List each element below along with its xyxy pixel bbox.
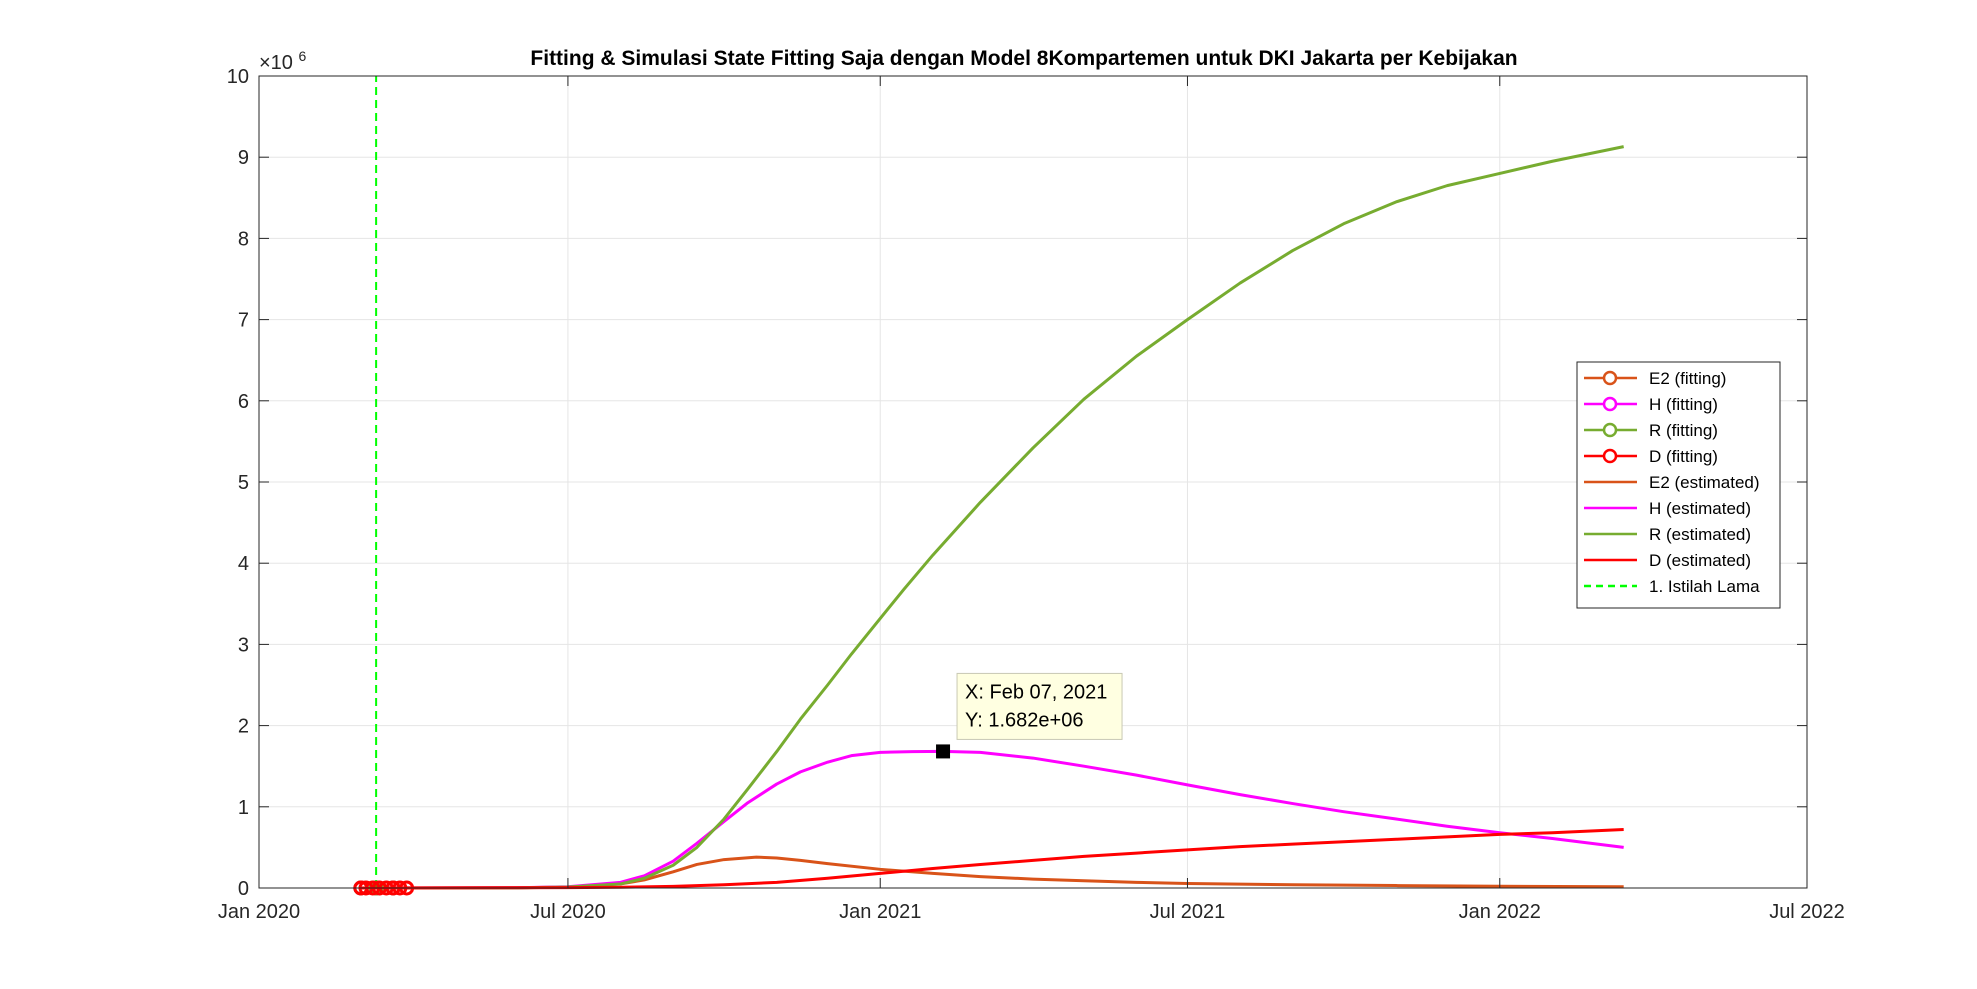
legend-marker [1602,422,1618,438]
x-tick-label: Jan 2020 [218,901,300,923]
legend-entry[interactable]: 1. Istilah Lama [1584,577,1760,596]
y-exponent-label: ×10 6 [259,48,307,74]
legend-marker [1602,370,1618,386]
y-tick-label: 6 [238,391,249,413]
y-tick-label: 9 [238,147,249,169]
y-tick-label: 2 [238,716,249,738]
x-tick-label: Jul 2021 [1150,901,1226,923]
y-exponent-base: ×10 [259,52,293,74]
series-line-h-estimated[interactable] [360,749,1624,890]
legend-entry[interactable]: R (estimated) [1584,525,1751,544]
legend-label: R (fitting) [1649,421,1718,440]
legend-entry[interactable]: D (fitting) [1584,447,1718,466]
legend-entry[interactable]: H (fitting) [1584,395,1718,414]
datatip[interactable]: X: Feb 07, 2021 Y: 1.682e+06 [936,672,1123,759]
chart-title: Fitting & Simulasi State Fitting Saja de… [530,47,1517,70]
legend-entry[interactable]: R (fitting) [1584,421,1718,440]
legend-marker [1602,448,1618,464]
datatip-marker[interactable] [936,744,951,759]
y-tick-label: 8 [238,228,249,250]
x-tick-label: Jan 2021 [839,901,921,923]
legend-label: D (estimated) [1649,551,1751,570]
series-lines [353,145,1624,896]
axis-ticks [258,75,1808,889]
legend-marker [1602,396,1618,412]
legend-label: E2 (estimated) [1649,473,1760,492]
y-tick-label: 3 [238,634,249,656]
x-tick-label: Jul 2020 [530,901,606,923]
grid-lines [258,75,1808,889]
series-line-d-estimated[interactable] [360,828,1624,890]
legend-label: E2 (fitting) [1649,369,1726,388]
legend-entry[interactable]: E2 (estimated) [1584,473,1760,492]
y-tick-label: 1 [238,797,249,819]
datatip-x-text: X: Feb 07, 2021 [965,681,1107,703]
legend-label: 1. Istilah Lama [1649,577,1760,596]
legend-label: R (estimated) [1649,525,1751,544]
y-tick-label: 4 [238,553,249,575]
legend-entry[interactable]: D (estimated) [1584,551,1751,570]
datatip-y-text: Y: 1.682e+06 [965,709,1083,731]
x-tick-label: Jul 2022 [1769,901,1845,923]
legend-label: H (fitting) [1649,395,1718,414]
series-line-r-estimated[interactable] [360,145,1624,890]
legend-entry[interactable]: E2 (fitting) [1584,369,1726,388]
tick-labels: Jan 2020 Jul 2020 Jan 2021 Jul 2021 Jan 2022… [218,66,1845,923]
y-tick-label: 10 [227,66,249,88]
legend-label: H (estimated) [1649,499,1751,518]
x-tick-label: Jan 2022 [1459,901,1541,923]
y-tick-label: 0 [238,878,249,900]
datatip-box [956,672,1123,740]
y-exponent-power: 6 [299,48,307,64]
legend[interactable]: E2 (fitting) H (fitting) R (fitting) D (fit… [1576,361,1781,609]
legend-entry[interactable]: H (estimated) [1584,499,1751,518]
legend-label: D (fitting) [1649,447,1718,466]
y-tick-label: 7 [238,310,249,332]
y-tick-label: 5 [238,472,249,494]
